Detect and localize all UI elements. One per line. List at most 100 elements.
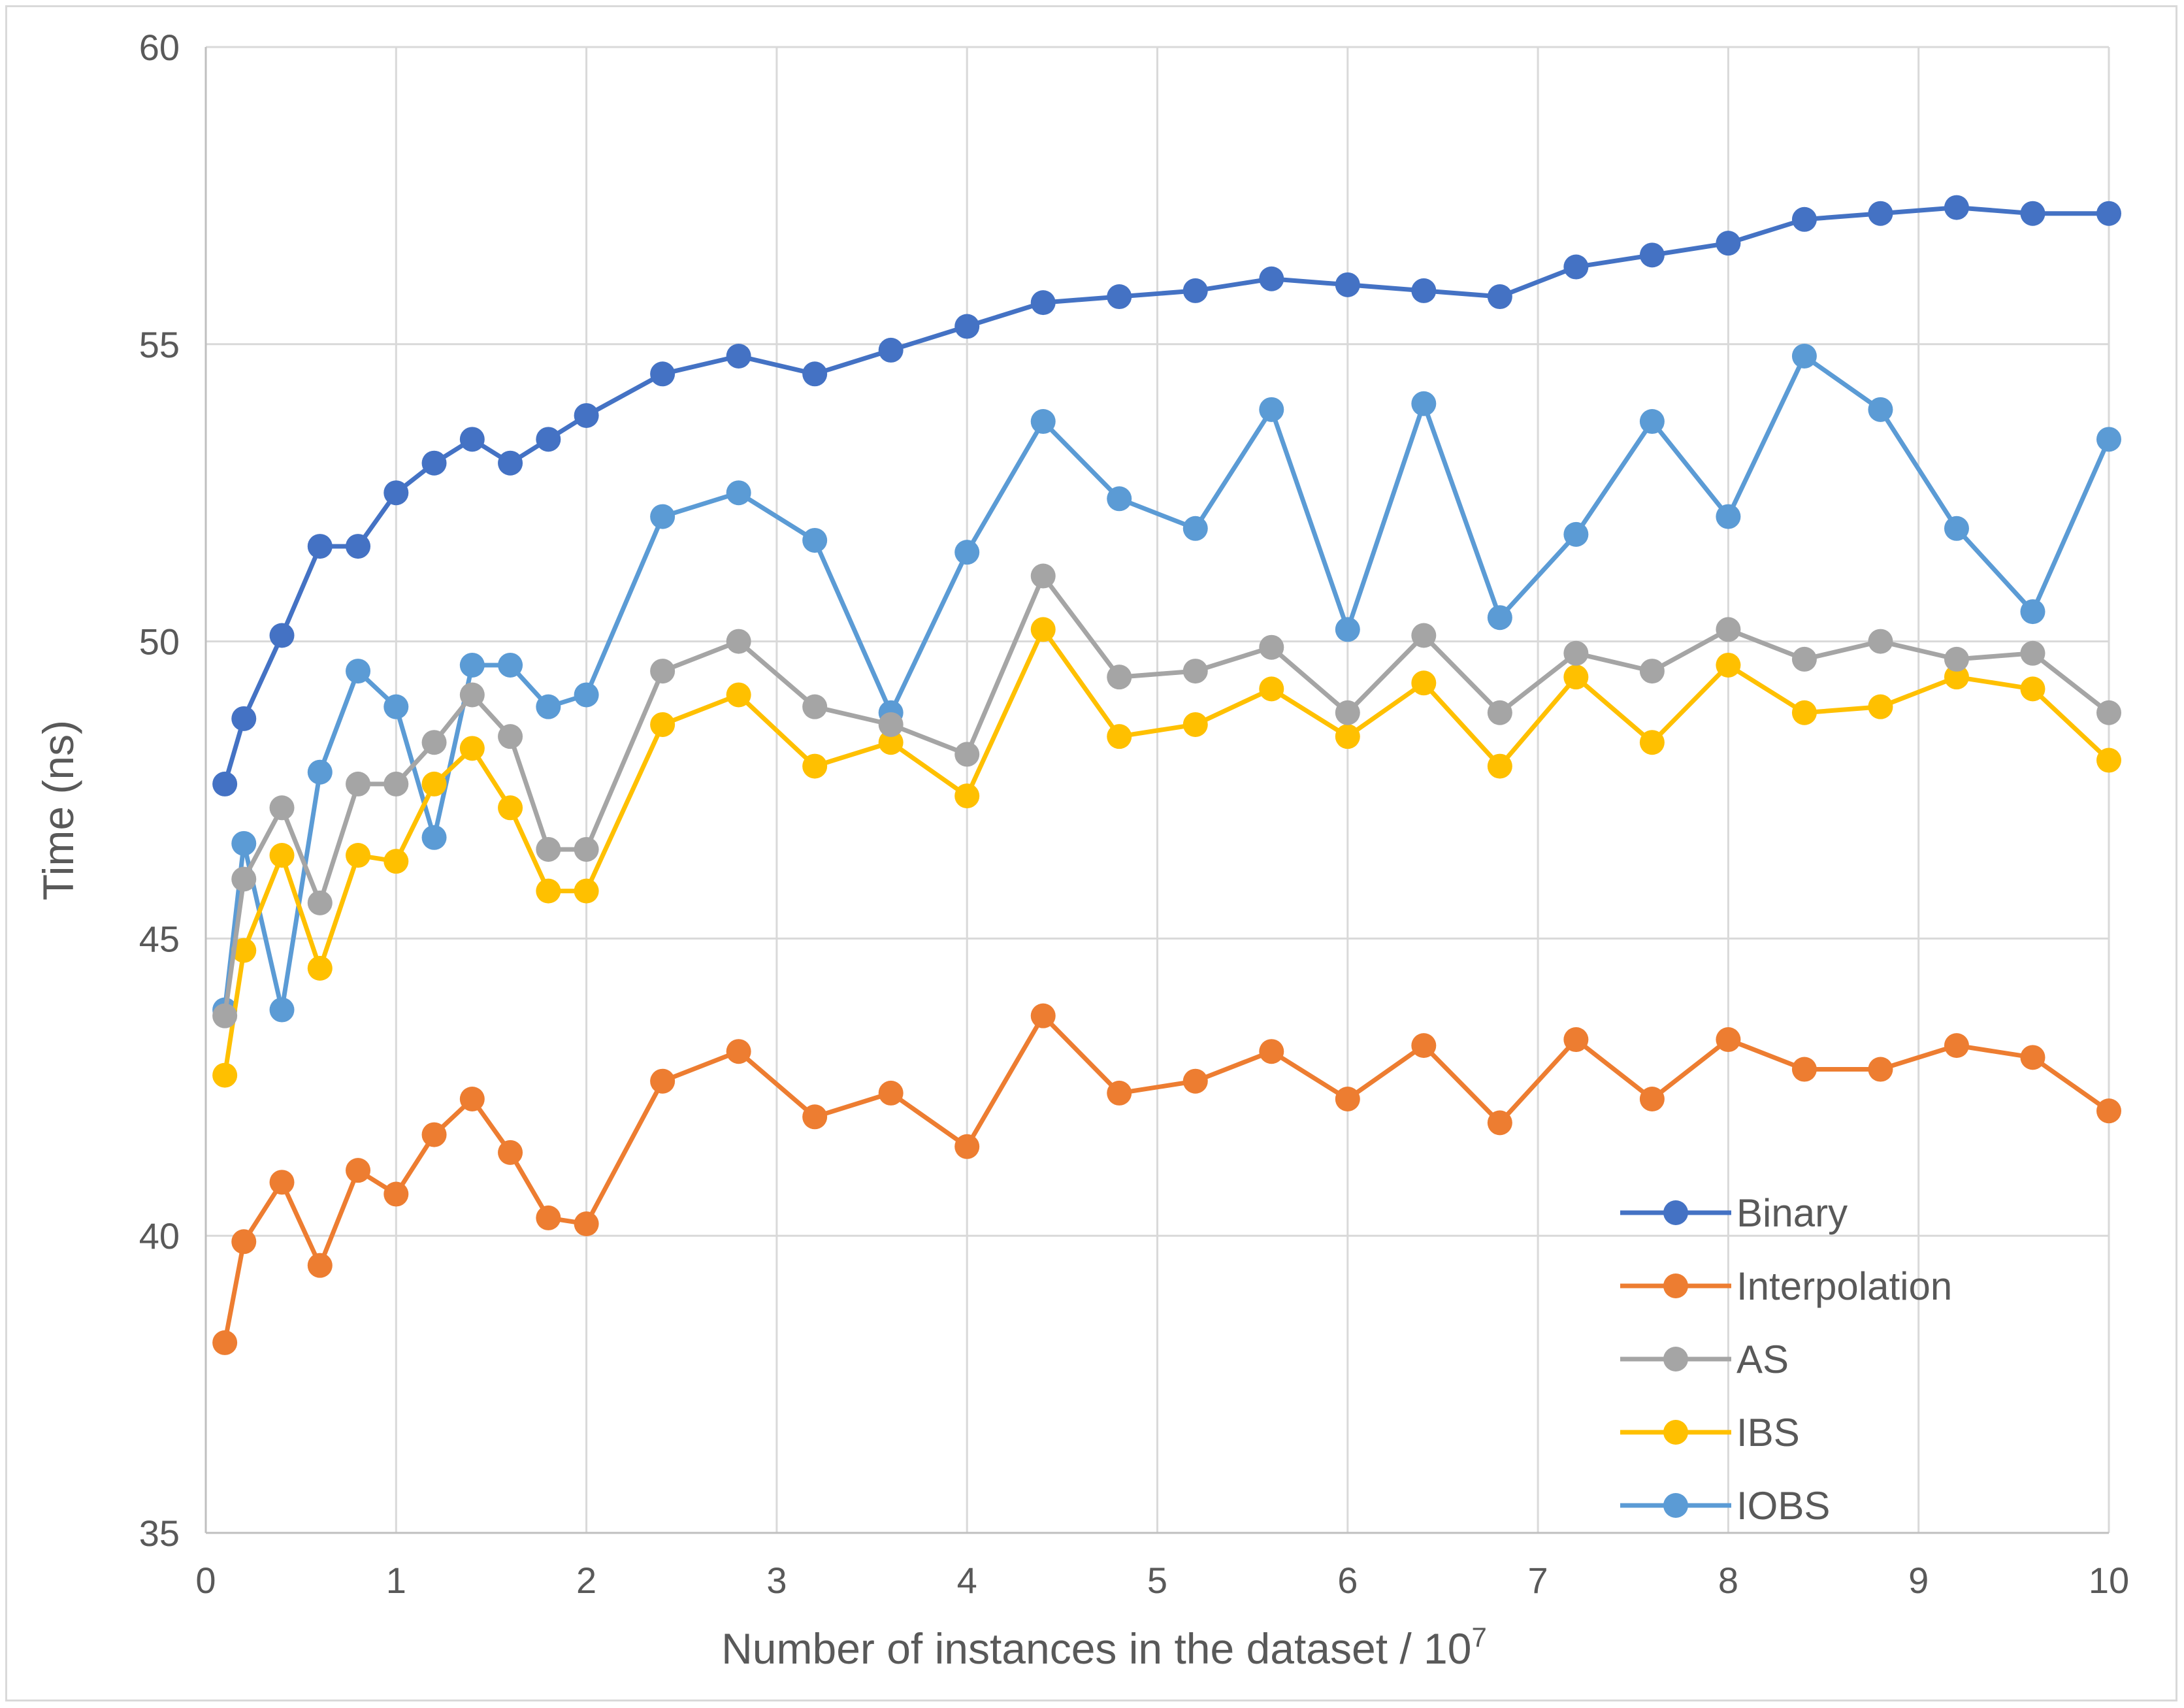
data-point-iobs [2020, 599, 2045, 625]
data-point-ibs [1107, 724, 1132, 749]
data-point-interpolation [650, 1068, 676, 1094]
series-group [212, 195, 2121, 1355]
data-point-interpolation [536, 1205, 561, 1230]
legend-label: Binary [1736, 1191, 1848, 1235]
data-point-interpolation [2020, 1045, 2045, 1070]
data-point-ibs [1030, 617, 1056, 642]
data-point-interpolation [1107, 1080, 1132, 1106]
data-point-interpolation [1868, 1057, 1893, 1082]
data-point-as [231, 866, 257, 892]
data-point-ibs [231, 938, 257, 963]
data-point-binary [536, 427, 561, 452]
data-point-ibs [307, 955, 333, 981]
data-point-interpolation [1487, 1110, 1512, 1136]
data-point-binary [212, 771, 238, 797]
data-point-binary [1107, 284, 1132, 310]
data-point-ibs [1944, 665, 1969, 690]
data-point-as [878, 712, 904, 737]
data-point-interpolation [1944, 1033, 1969, 1059]
legend-item-iobs: IOBS [1620, 1484, 1830, 1528]
data-point-iobs [1030, 409, 1056, 435]
data-point-ibs [2096, 747, 2121, 773]
data-point-iobs [536, 694, 561, 719]
data-point-interpolation [878, 1080, 904, 1106]
data-point-ibs [536, 878, 561, 904]
data-point-ibs [1411, 670, 1437, 696]
legend-label: IOBS [1736, 1484, 1830, 1528]
data-point-as [536, 836, 561, 862]
data-point-binary [726, 343, 751, 369]
data-point-ibs [1182, 712, 1208, 737]
x-tick-label: 1 [386, 1560, 406, 1601]
data-point-binary [346, 534, 371, 559]
data-point-iobs [1259, 397, 1284, 422]
data-point-as [2096, 700, 2121, 725]
series-as [212, 563, 2121, 1028]
data-point-interpolation [726, 1039, 751, 1064]
data-point-ibs [459, 736, 485, 761]
x-tick-label: 5 [1147, 1560, 1167, 1601]
data-point-iobs [1411, 391, 1437, 416]
data-point-as [1411, 623, 1437, 648]
data-point-interpolation [383, 1181, 409, 1207]
data-point-binary [421, 450, 447, 476]
legend-item-binary: Binary [1620, 1191, 1848, 1235]
data-point-interpolation [2096, 1098, 2121, 1124]
data-point-interpolation [1791, 1057, 1817, 1082]
data-point-as [1030, 563, 1056, 589]
data-point-ibs [1868, 694, 1893, 719]
data-point-binary [2096, 201, 2121, 226]
data-point-binary [2020, 201, 2045, 226]
data-point-as [1868, 629, 1893, 654]
data-point-iobs [421, 825, 447, 850]
data-point-iobs [574, 682, 599, 708]
data-point-as [1259, 634, 1284, 660]
legend-swatch-marker [1663, 1493, 1688, 1518]
data-point-as [498, 724, 523, 749]
data-point-binary [459, 427, 485, 452]
data-point-ibs [1335, 724, 1360, 749]
data-point-binary [1639, 242, 1665, 268]
data-point-iobs [383, 694, 409, 719]
data-point-iobs [346, 659, 371, 684]
data-point-as [1639, 659, 1665, 684]
legend-label: IBS [1736, 1411, 1800, 1454]
data-point-as [212, 1003, 238, 1028]
legend-swatch-marker [1663, 1420, 1688, 1445]
data-point-iobs [307, 759, 333, 785]
data-point-binary [1411, 278, 1437, 303]
legend-label: AS [1736, 1338, 1789, 1381]
data-point-ibs [574, 878, 599, 904]
data-point-as [1791, 646, 1817, 672]
legend-item-interpolation: Interpolation [1620, 1264, 1952, 1308]
data-point-interpolation [231, 1229, 257, 1255]
data-point-interpolation [1639, 1086, 1665, 1111]
data-point-iobs [1639, 409, 1665, 435]
data-point-interpolation [574, 1211, 599, 1237]
x-tick-label: 8 [1718, 1560, 1738, 1601]
data-point-binary [269, 623, 295, 648]
y-tick-label: 50 [139, 621, 180, 663]
series-iobs [212, 343, 2121, 1023]
x-axis-ticks: 0 1 2 3 4 5 6 7 8 9 10 [195, 1560, 2129, 1601]
data-point-iobs [650, 504, 676, 529]
legend-item-as: AS [1620, 1338, 1789, 1381]
data-point-ibs [269, 843, 295, 868]
series-interpolation [212, 1003, 2121, 1355]
data-point-as [269, 795, 295, 821]
data-point-ibs [498, 795, 523, 821]
data-point-iobs [1944, 516, 1969, 541]
data-point-as [346, 771, 371, 797]
data-point-as [459, 682, 485, 708]
data-point-ibs [1639, 730, 1665, 755]
data-point-iobs [459, 652, 485, 678]
legend-item-ibs: IBS [1620, 1411, 1800, 1454]
data-point-iobs [231, 830, 257, 856]
data-point-as [954, 742, 980, 767]
data-point-iobs [1487, 605, 1512, 631]
data-point-as [2020, 640, 2045, 666]
data-point-iobs [1791, 343, 1817, 369]
data-point-iobs [269, 997, 295, 1023]
data-point-interpolation [421, 1122, 447, 1147]
data-point-ibs [346, 843, 371, 868]
